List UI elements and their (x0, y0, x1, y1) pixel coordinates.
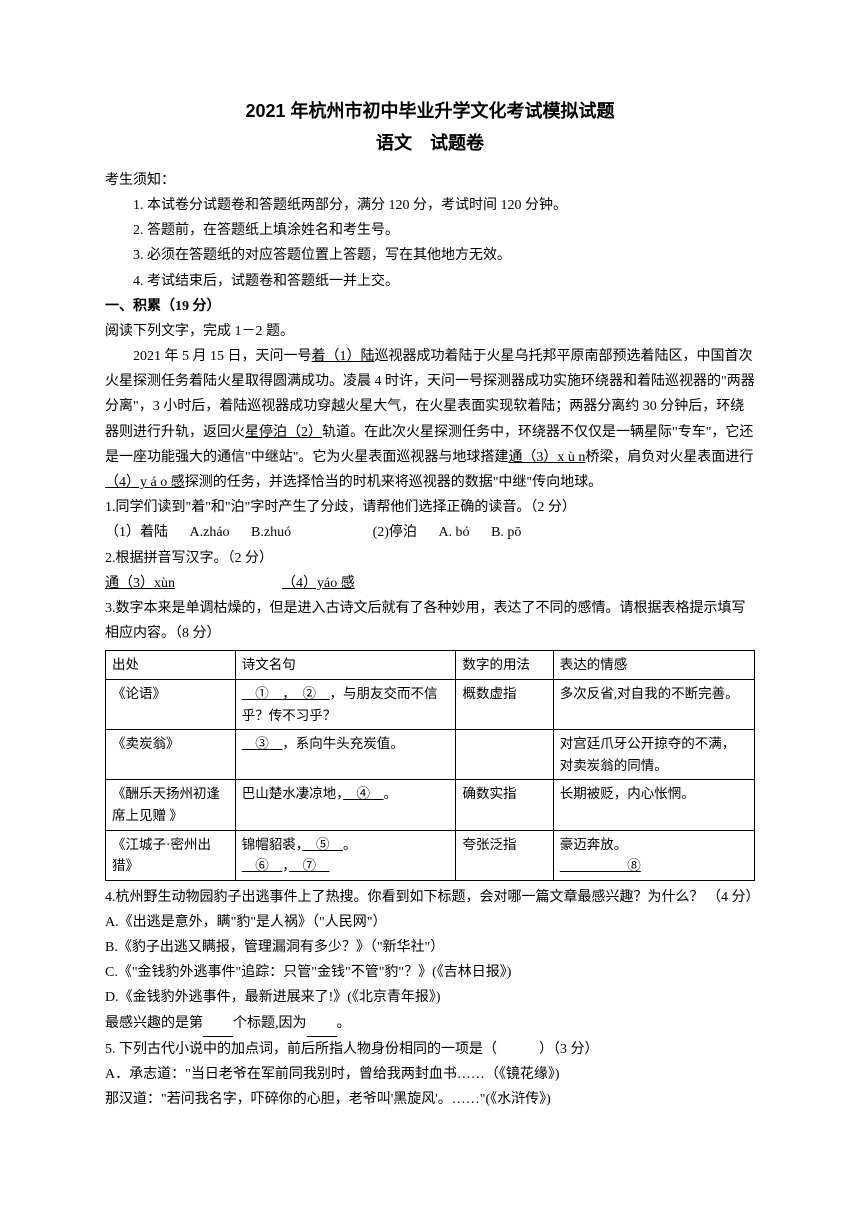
q4-blank-2 (307, 1011, 337, 1037)
q4-fill: 最感兴趣的是第 个标题,因为 。 (105, 1011, 755, 1037)
q4-fill-b: 个标题,因为 (233, 1016, 307, 1031)
verse-text: ， ② (282, 686, 329, 701)
reading-passage: 2021 年 5 月 15 日，天问一号着（1）陆巡视器成功着陆于火星乌托邦平原… (105, 344, 755, 495)
notice-item: 4. 考试结束后，试题卷和答题纸一并上交。 (105, 269, 755, 294)
cell-emotion: 多次反省,对自我的不断完善。 (553, 679, 754, 729)
notice-item: 3. 必须在答题纸的对应答题位置上答题，写在其他地方无效。 (105, 243, 755, 268)
table-header: 诗文名句 (235, 651, 456, 680)
table-header: 数字的用法 (456, 651, 553, 680)
q1-opt1-a: A.zháo (190, 525, 230, 540)
q3-table: 出处 诗文名句 数字的用法 表达的情感 《论语》 ① ， ② ，与朋友交而不信乎… (105, 650, 755, 880)
question-5: 5. 下列古代小说中的加点词，前后所指人物身份相同的一项是（ ）（3 分） A．… (105, 1037, 755, 1113)
table-header: 出处 (106, 651, 236, 680)
verse-text: 巴山楚水凄凉地， (242, 786, 343, 801)
table-row: 《江城子·密州出猎》 锦帽貂裘， ⑤ 。 ⑥ ， ⑦ 夸张泛指 豪迈奔放。 ⑧ (106, 830, 755, 880)
emotion-text: 豪迈奔放。 (560, 837, 628, 852)
verse-text: 锦帽貂裘， (242, 837, 303, 852)
exam-title-main: 2021 年杭州市初中毕业升学文化考试模拟试题 (105, 95, 755, 127)
q4-blank-1 (203, 1011, 233, 1037)
q1-opt1-b: B.zhuó (251, 525, 291, 540)
cell-verse: ③ ，系向牛头充炭值。 (235, 730, 456, 780)
verse-blank: ③ (242, 736, 283, 751)
q4-fill-c: 。 (337, 1016, 351, 1031)
notice-item: 2. 答题前，在答题纸上填涂姓名和考生号。 (105, 218, 755, 243)
verse-blank: ⑦ (289, 858, 330, 873)
cell-usage: 确数实指 (456, 780, 553, 830)
section-1-header: 一、积累（19 分） (105, 294, 755, 319)
cell-source: 《酬乐天扬州初逢席上见赠 》 (106, 780, 236, 830)
cell-verse: ① ， ② ，与朋友交而不信乎？传不习乎？ (235, 679, 456, 729)
cell-source: 《江城子·密州出猎》 (106, 830, 236, 880)
question-2: 2.根据拼音写汉字。（2 分） 通（3）xùn （4）yáo 感 (105, 546, 755, 596)
passage-text: 2021 年 5 月 15 日，天问一号 (133, 349, 312, 364)
table-row: 《卖炭翁》 ③ ，系向牛头充炭值。 对宫廷爪牙公开掠夺的不满，对卖炭翁的同情。 (106, 730, 755, 780)
q4-opt-a: A.《出逃是意外，瞒"豹"是人祸》（"人民网"） (105, 910, 755, 935)
verse-blank: ⑤ (303, 837, 344, 852)
q3-stem: 3.数字本来是单调枯燥的，但是进入古诗文后就有了各种妙用，表达了不同的感情。请根… (105, 596, 755, 646)
q2-blank-1: 通（3）xùn (105, 576, 175, 591)
q4-fill-a: 最感兴趣的是第 (105, 1016, 203, 1031)
passage-underline-2: 星停泊（2） (245, 425, 322, 440)
table-row: 《酬乐天扬州初逢席上见赠 》 巴山楚水凄凉地， ④ 。 确数实指 长期被贬，内心… (106, 780, 755, 830)
notice-header: 考生须知： (105, 168, 755, 193)
cell-emotion: 对宫廷爪牙公开掠夺的不满，对卖炭翁的同情。 (553, 730, 754, 780)
cell-emotion: 豪迈奔放。 ⑧ (553, 830, 754, 880)
q1-opt1-label: （1）着陆 (105, 525, 168, 540)
q4-opt-d: D.《金钱豹外逃事件，最新进展来了!》(《北京青年报》) (105, 985, 755, 1010)
passage-text: 桥梁，肩负对火星表面进行 (585, 450, 753, 465)
table-header: 表达的情感 (553, 651, 754, 680)
q1-opt2-b: B. pō (491, 525, 521, 540)
exam-title-sub: 语文 试题卷 (105, 127, 755, 159)
verse-text: 。 (343, 837, 357, 852)
cell-usage (456, 730, 553, 780)
cell-usage: 概数虚指 (456, 679, 553, 729)
cell-verse: 锦帽貂裘， ⑤ 。 ⑥ ， ⑦ (235, 830, 456, 880)
verse-blank: ① (242, 686, 283, 701)
section-1-lead: 阅读下列文字，完成 1－2 题。 (105, 319, 755, 344)
q5-opt-a: A．承志道："当日老爷在军前同我别时，曾给我两封血书……（《镜花缘》) (105, 1062, 755, 1087)
question-4: 4.杭州野生动物园豹子出逃事件上了热搜。你看到如下标题，会对哪一篇文章最感兴趣？… (105, 885, 755, 1037)
passage-underline-4: （4）y á o 感 (105, 475, 185, 490)
q1-opt2-label: (2)停泊 (373, 525, 417, 540)
q4-opt-b: B.《豹子出逃又瞒报，管理漏洞有多少？》（"新华社"） (105, 935, 755, 960)
q1-opt2-a: A. bó (438, 525, 469, 540)
verse-blank: ④ (343, 786, 384, 801)
q5-opt-a-line2: 那汉道："若问我名字，吓碎你的心胆，老爷叫'黑旋风'。……"(《水浒传》) (105, 1087, 755, 1112)
table-row: 《论语》 ① ， ② ，与朋友交而不信乎？传不习乎？ 概数虚指 多次反省,对自我… (106, 679, 755, 729)
passage-text: 探测的任务，并选择恰当的时机来将巡视器的数据"中继"传向地球。 (185, 475, 602, 490)
verse-blank: ⑥ (242, 858, 283, 873)
notice-block: 考生须知： 1. 本试卷分试题卷和答题纸两部分，满分 120 分，考试时间 12… (105, 168, 755, 294)
verse-text: ，系向牛头充炭值。 (282, 736, 404, 751)
notice-item: 1. 本试卷分试题卷和答题纸两部分，满分 120 分，考试时间 120 分钟。 (105, 193, 755, 218)
cell-usage: 夸张泛指 (456, 830, 553, 880)
verse-text: 。 (384, 786, 398, 801)
cell-source: 《论语》 (106, 679, 236, 729)
question-1: 1.同学们读到"着"和"泊"字时产生了分歧，请帮他们选择正确的读音。（2 分） … (105, 495, 755, 545)
q2-blank-2: （4）yáo 感 (282, 576, 355, 591)
passage-underline-1: 着（1）陆 (312, 349, 375, 364)
emotion-blank: ⑧ (560, 858, 641, 873)
q5-stem: 5. 下列古代小说中的加点词，前后所指人物身份相同的一项是（ ）（3 分） (105, 1037, 755, 1062)
question-3: 3.数字本来是单调枯燥的，但是进入古诗文后就有了各种妙用，表达了不同的感情。请根… (105, 596, 755, 881)
passage-underline-3: 通（3）x ù n (508, 450, 585, 465)
cell-emotion: 长期被贬，内心怅惘。 (553, 780, 754, 830)
cell-verse: 巴山楚水凄凉地， ④ 。 (235, 780, 456, 830)
cell-source: 《卖炭翁》 (106, 730, 236, 780)
q2-stem: 2.根据拼音写汉字。（2 分） (105, 546, 755, 571)
q4-stem: 4.杭州野生动物园豹子出逃事件上了热搜。你看到如下标题，会对哪一篇文章最感兴趣？… (105, 885, 755, 910)
q4-opt-c: C.《"金钱豹外逃事件"追踪：只管"金钱"不管"豹"？》(《吉林日报》) (105, 960, 755, 985)
q1-stem: 1.同学们读到"着"和"泊"字时产生了分歧，请帮他们选择正确的读音。（2 分） (105, 495, 755, 520)
